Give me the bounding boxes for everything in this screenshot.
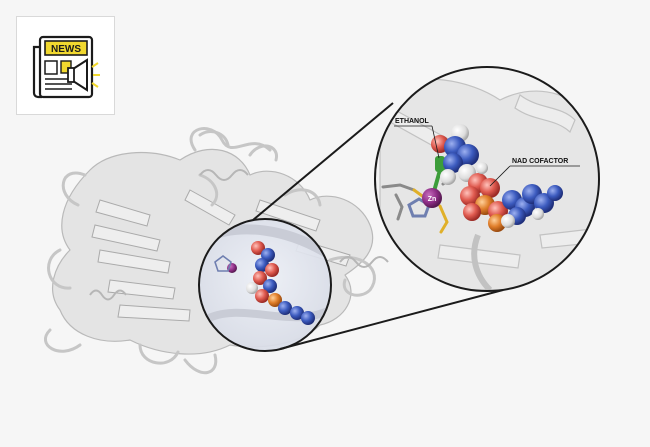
callout-nad-cofactor: NAD COFACTOR — [489, 158, 580, 187]
zinc-label: Zn — [428, 196, 437, 203]
protein-loops — [43, 127, 376, 375]
zoom-connector-lines — [252, 102, 504, 350]
zoom-inset: Zn ETHANOL NAD COFACTOR — [374, 66, 600, 292]
zinc-ion: Zn — [422, 188, 442, 208]
news-badge-text: NEWS — [51, 44, 81, 55]
nad-cofactor-label: NAD COFACTOR — [512, 158, 568, 165]
nad-cofactor-molecule — [440, 124, 563, 232]
newspaper-megaphone-icon: NEWS — [32, 35, 100, 99]
news-badge: NEWS — [16, 16, 115, 115]
active-site-lens — [198, 218, 332, 352]
coordinating-residues — [381, 176, 454, 234]
protein-helices — [89, 169, 389, 301]
callout-ethanol: ETHANOL — [394, 118, 440, 159]
ethanol-label: ETHANOL — [395, 118, 430, 125]
